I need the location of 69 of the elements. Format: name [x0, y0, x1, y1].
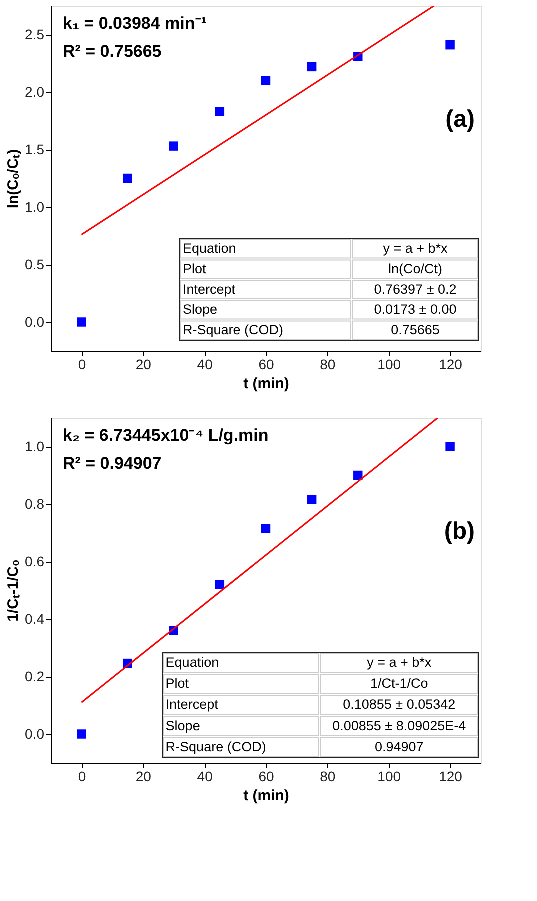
x-tick-label: 60	[258, 768, 274, 784]
y-tick-label: 2.0	[25, 84, 45, 100]
y-axis-title: ln(Cₒ/Cₜ)	[5, 149, 22, 209]
point	[169, 142, 178, 151]
y-tick-label: 0.0	[25, 726, 45, 742]
annotation: Intercept	[166, 697, 219, 712]
annotation: 0.76397 ± 0.2	[374, 282, 457, 297]
point	[446, 442, 455, 452]
annotation: k₂ = 6.73445x10⁻⁴ L/g.min	[63, 426, 269, 445]
y-tick-label: 0.5	[25, 256, 45, 272]
x-tick-label: 0	[78, 768, 86, 784]
annotation: Equation	[183, 241, 236, 256]
annotation: Equation	[166, 655, 220, 670]
x-tick-label: 20	[136, 356, 152, 372]
annotation: Slope	[166, 718, 200, 734]
point	[77, 318, 86, 327]
x-tick-label: 80	[320, 768, 336, 784]
y-axis-title: 1/Cₜ-1/Cₒ	[5, 560, 22, 622]
x-tick-label: 120	[439, 768, 463, 784]
point	[261, 524, 271, 534]
x-axis-title: t (min)	[244, 376, 290, 392]
annotation: (a)	[446, 106, 475, 133]
point	[77, 730, 86, 739]
annotation: 0.0173 ± 0.00	[374, 302, 457, 318]
annotation: ln(Co/Ct)	[388, 261, 443, 276]
annotation: 0.10855 ± 0.05342	[343, 697, 456, 712]
annotation: R² = 0.75665	[63, 42, 162, 61]
y-tick-label: 0.8	[25, 496, 45, 512]
y-tick-label: 0.6	[25, 553, 45, 570]
annotation: 1/Ct-1/Co	[370, 676, 428, 692]
y-tick-label: 1.0	[25, 198, 45, 215]
x-tick-label: 40	[197, 768, 214, 784]
annotation: R² = 0.94907	[63, 454, 162, 473]
annotation: Intercept	[183, 282, 236, 297]
annotation: R-Square (COD)	[166, 739, 266, 754]
x-tick-label: 40	[197, 356, 214, 372]
annotation: 0.75665	[391, 322, 440, 338]
x-tick-label: 60	[258, 356, 274, 372]
annotation: Plot	[183, 261, 207, 276]
annotation: y = a + b*x	[383, 241, 448, 256]
x-tick-label: 80	[320, 356, 336, 372]
point	[354, 470, 363, 480]
y-tick-label: 0.0	[25, 314, 45, 330]
annotation: Plot	[166, 676, 190, 692]
annotation: Slope	[183, 302, 218, 318]
point	[446, 40, 455, 50]
x-axis-title: t (min)	[244, 788, 290, 804]
point	[307, 62, 317, 72]
annotation: k₁ = 0.03984 min⁻¹	[63, 14, 208, 33]
point	[261, 76, 271, 86]
x-tick-label: 100	[378, 356, 402, 372]
x-tick-label: 120	[439, 356, 463, 372]
y-tick-label: 0.2	[25, 668, 45, 684]
y-tick-label: 2.5	[25, 26, 45, 42]
x-tick-label: 20	[136, 768, 152, 784]
annotation: (b)	[444, 518, 475, 545]
annotation: 0.94907	[374, 739, 424, 754]
point	[215, 580, 225, 590]
x-tick-label: 0	[78, 356, 86, 372]
x-tick-label: 100	[378, 768, 402, 784]
annotation: 0.00855 ± 8.09025E-4	[332, 718, 467, 734]
y-tick-label: 1.5	[25, 141, 45, 158]
point	[123, 174, 132, 184]
annotation: R-Square (COD)	[183, 322, 284, 338]
y-tick-label: 0.4	[25, 610, 45, 627]
point	[215, 107, 225, 116]
point	[307, 495, 317, 504]
annotation: y = a + b*x	[367, 655, 432, 670]
y-tick-label: 1.0	[25, 438, 45, 454]
